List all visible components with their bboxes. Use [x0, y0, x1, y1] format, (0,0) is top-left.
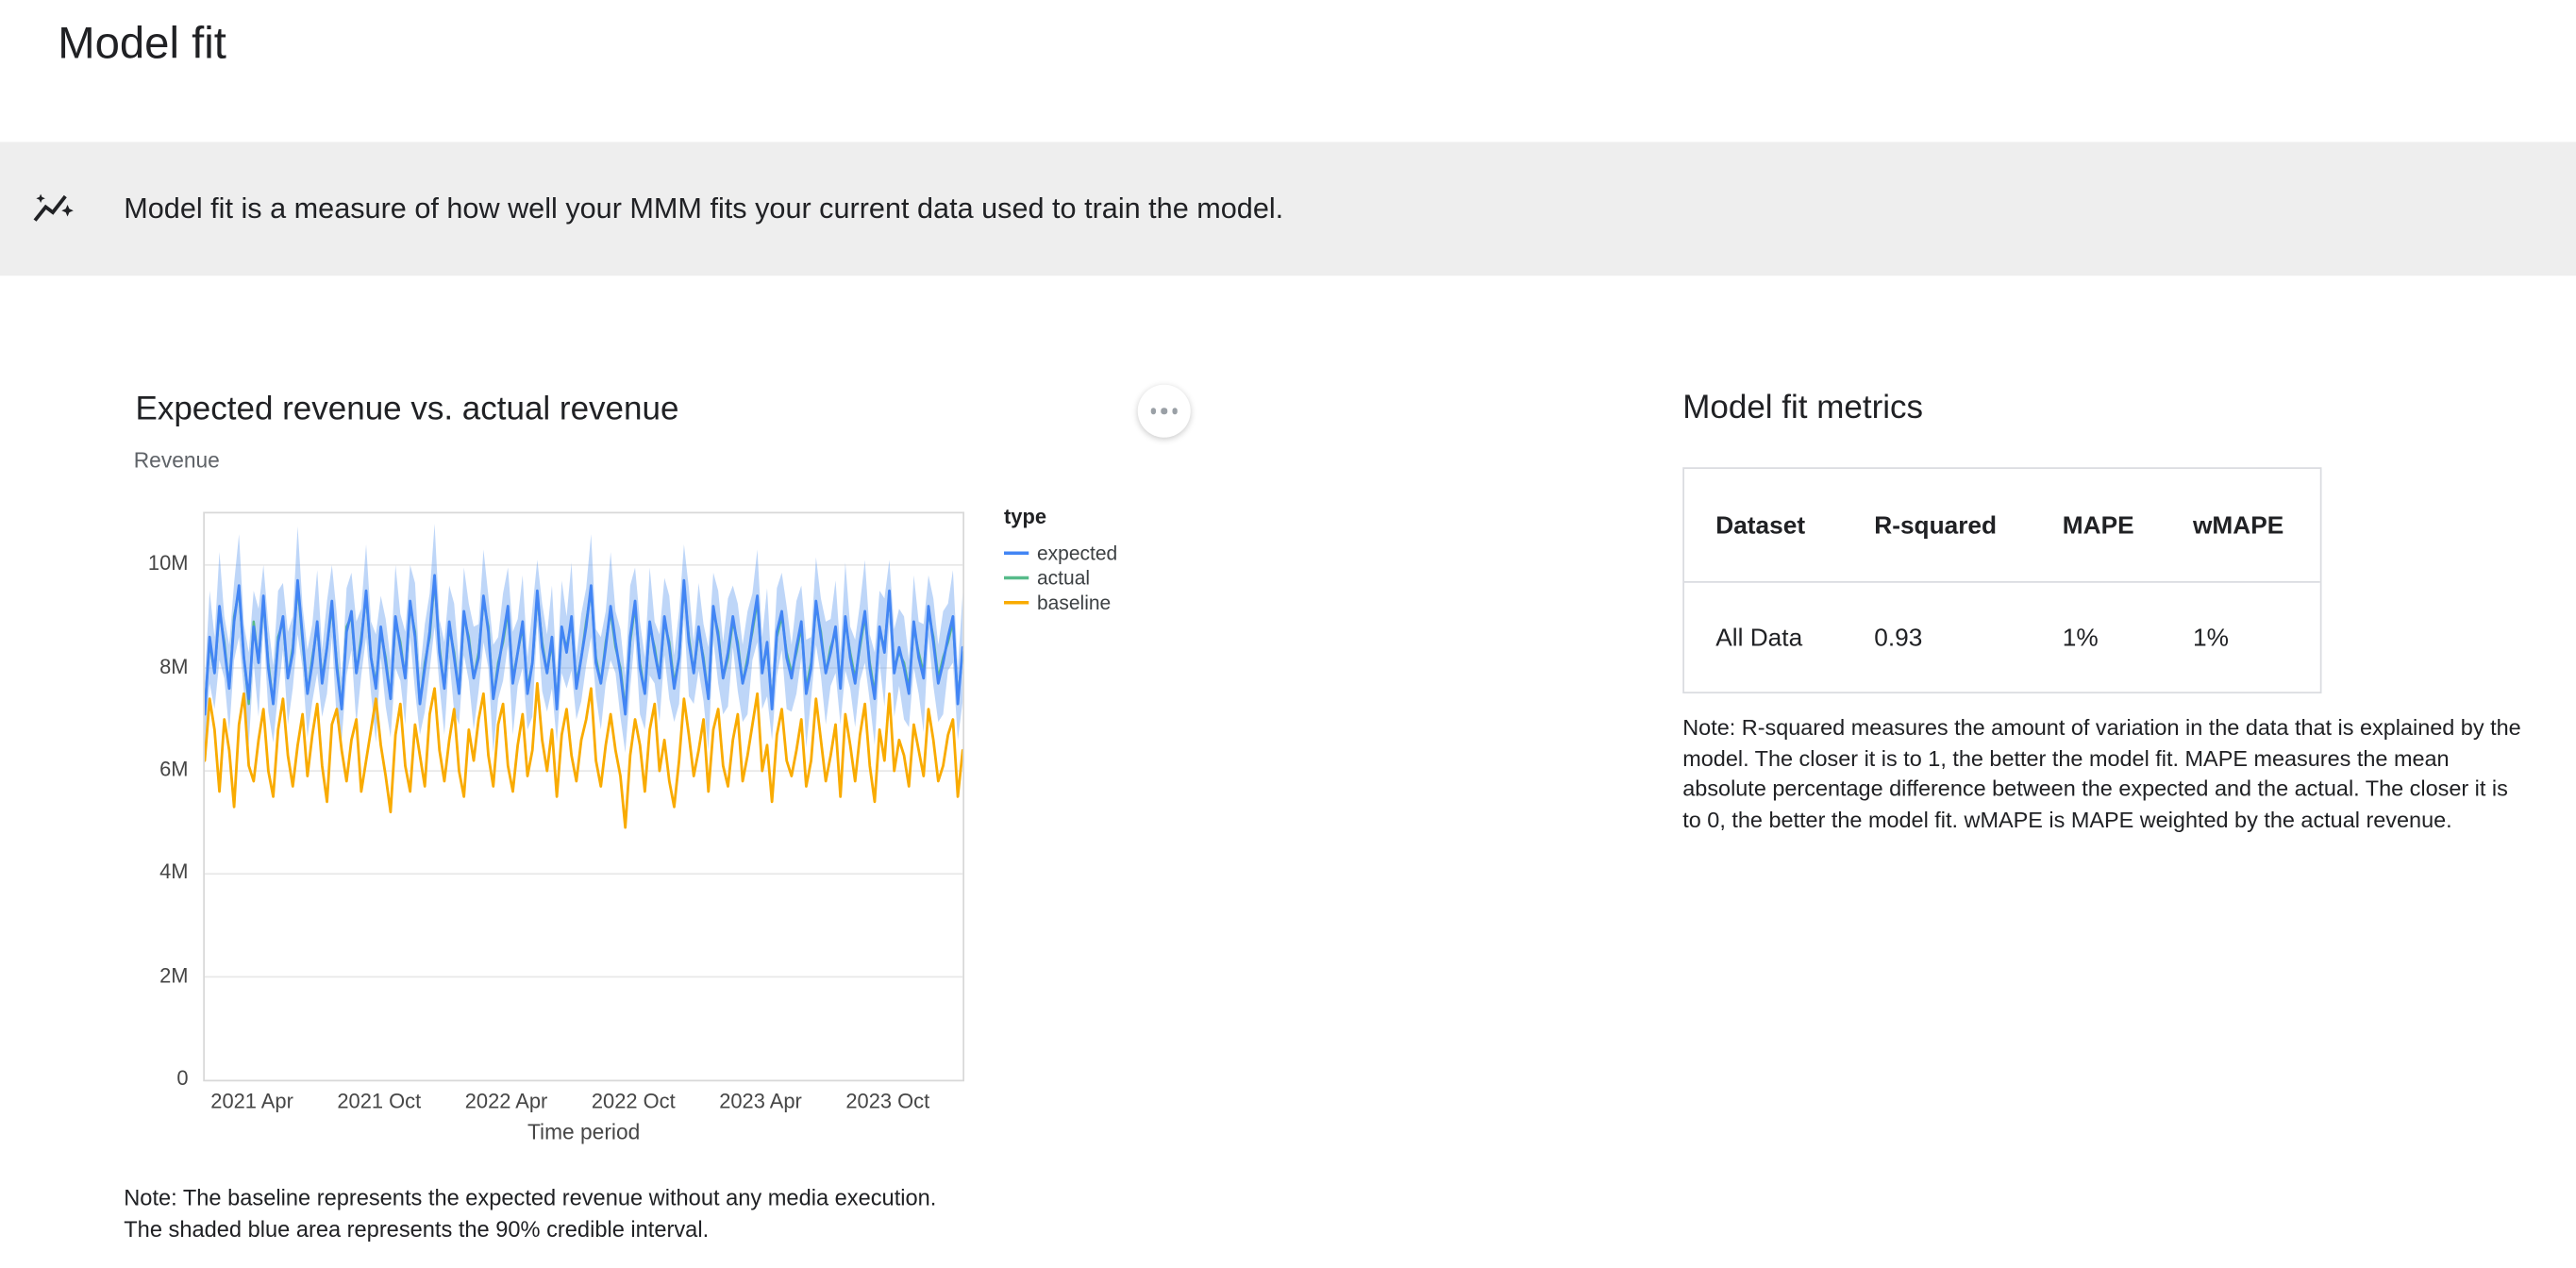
y-axis-tick-label: 10M	[147, 551, 189, 576]
x-axis-tick-label: 2022 Oct	[591, 1090, 676, 1113]
metrics-table-header-row: Dataset R-squared MAPE wMAPE	[1684, 469, 2320, 583]
metrics-note: Note: R-squared measures the amount of v…	[1682, 714, 2521, 832]
header-wmape: wMAPE	[2193, 510, 2284, 540]
x-axis-tick-label: 2021 Oct	[337, 1090, 422, 1113]
y-axis-tick-label: 6M	[159, 758, 189, 781]
legend-swatch-expected	[1004, 550, 1029, 555]
metrics-table: Dataset R-squared MAPE wMAPE All Data 0.…	[1682, 467, 2322, 693]
x-axis-tick-label: 2021 Apr	[210, 1090, 293, 1113]
chart-note-line: The shaded blue area represents the 90% …	[124, 1216, 710, 1242]
page-title: Model fit	[58, 18, 226, 68]
cell-r-squared: 0.93	[1874, 623, 1923, 652]
revenue-line-chart	[205, 524, 963, 978]
y-axis-tick-label: 0	[176, 1066, 189, 1091]
legend-swatch-actual	[1004, 575, 1029, 579]
y-axis-tick-label: 8M	[159, 654, 189, 678]
chart-title: Expected revenue vs. actual revenue	[135, 391, 679, 428]
more-options-dot	[1161, 408, 1167, 414]
chart-note-line: Note: The baseline represents the expect…	[124, 1185, 937, 1210]
header-mape: MAPE	[2062, 510, 2134, 540]
metrics-title: Model fit metrics	[1682, 390, 1924, 426]
cell-mape: 1%	[2062, 623, 2099, 652]
legend-title: type	[1004, 505, 1046, 529]
chart-canvas	[203, 511, 964, 1082]
y-axis-title: Revenue	[133, 447, 220, 473]
legend-label: expected	[1037, 541, 1118, 564]
more-options-dot	[1150, 408, 1157, 414]
banner-text: Model fit is a measure of how well your …	[124, 192, 1284, 225]
header-r-squared: R-squared	[1874, 510, 1998, 540]
more-options-dot	[1172, 408, 1179, 414]
legend-item-actual: actual	[1004, 565, 1117, 590]
x-axis-title: Time period	[527, 1119, 641, 1144]
y-axis-tick-label: 4M	[159, 860, 189, 884]
legend-item-baseline: baseline	[1004, 590, 1117, 614]
legend-label: actual	[1037, 565, 1091, 589]
legend-swatch-baseline	[1004, 600, 1029, 604]
y-axis-tick-label: 2M	[159, 963, 189, 987]
y-axis-labels: 0 2M 4M 6M 8M 10M	[96, 512, 189, 1090]
chart-legend: type expected actual baseline	[1004, 506, 1117, 615]
cell-wmape: 1%	[2193, 623, 2229, 652]
cell-dataset: All Data	[1715, 623, 1803, 652]
info-banner: Model fit is a measure of how well your …	[0, 142, 2576, 276]
x-axis-tick-label: 2022 Apr	[464, 1090, 548, 1113]
more-options-button[interactable]	[1137, 384, 1191, 438]
legend-item-expected: expected	[1004, 540, 1117, 564]
metrics-table-row: All Data 0.93 1% 1%	[1684, 583, 2320, 692]
legend-label: baseline	[1037, 590, 1112, 614]
x-axis-labels: 2021 Apr 2021 Oct 2022 Apr 2022 Oct 2023 Apr…	[203, 1090, 964, 1116]
header-dataset: Dataset	[1715, 510, 1806, 540]
x-axis-tick-label: 2023 Oct	[845, 1090, 930, 1113]
chart-note: Note: The baseline represents the expect…	[124, 1182, 936, 1245]
x-axis-tick-label: 2023 Apr	[719, 1090, 802, 1113]
insights-icon	[31, 188, 75, 231]
